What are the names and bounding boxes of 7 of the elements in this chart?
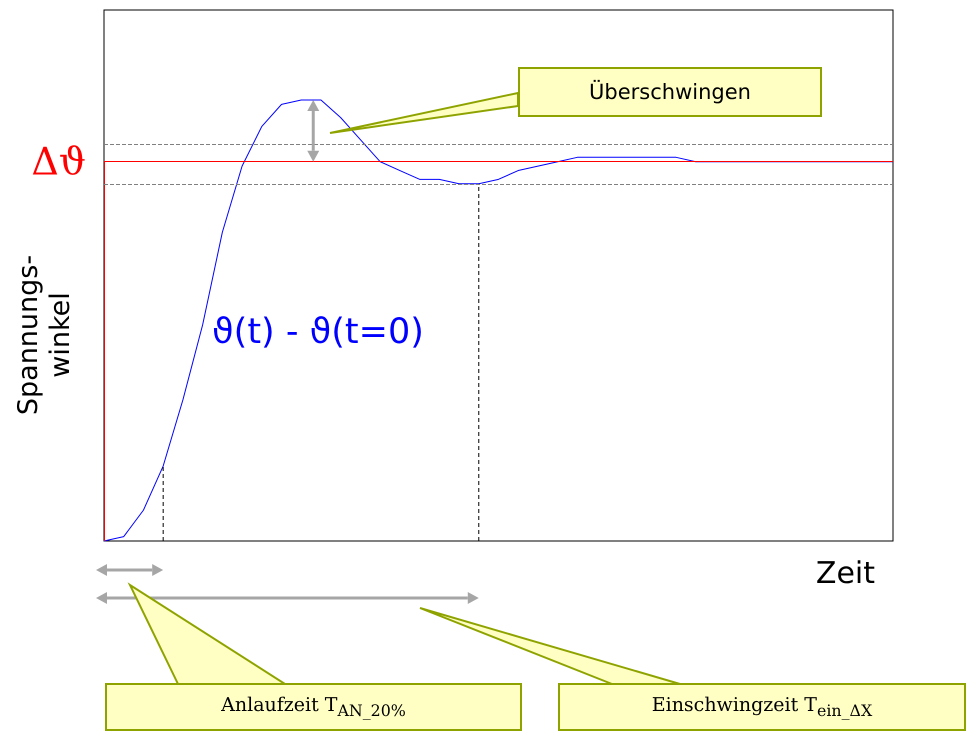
y-axis-title: Spannungs- winkel	[13, 254, 77, 418]
text: Einschwingzeit T$_{ein_ΔX}$	[652, 694, 872, 720]
annotation: Überschwingen	[589, 80, 751, 104]
text: Anlaufzeit T$_{AN_20%}$	[221, 694, 406, 720]
x-axis-title: Zeit	[816, 556, 875, 591]
series-label: ϑ(t) - ϑ(t=0)	[212, 312, 424, 352]
ref-line-label: Δϑ	[31, 140, 86, 184]
